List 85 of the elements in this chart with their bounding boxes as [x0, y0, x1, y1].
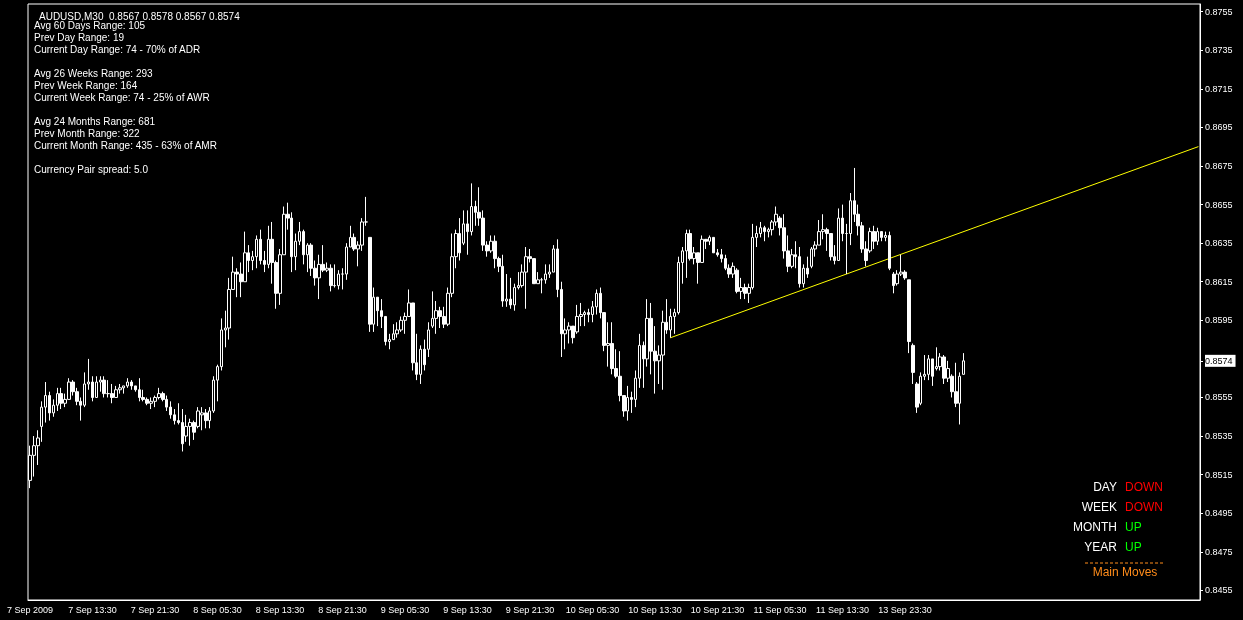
- x-tick-label: 7 Sep 21:30: [130, 604, 180, 615]
- y-tick-label: 0.8755: [1205, 6, 1233, 17]
- y-tick-label: 0.8455: [1205, 585, 1233, 596]
- candlestick: [763, 225, 766, 242]
- x-tick-label: 11 Sep 05:30: [753, 604, 807, 615]
- x-tick-label: 10 Sep 13:30: [628, 604, 682, 615]
- x-tick-label: 8 Sep 05:30: [193, 604, 242, 615]
- candlestick: [255, 234, 258, 269]
- candlestick: [626, 385, 629, 422]
- x-tick-label: 13 Sep 23:30: [878, 604, 932, 615]
- candlestick: [501, 254, 504, 308]
- annotation: Prev Day Range: 19: [34, 31, 125, 43]
- y-tick-label: 0.8555: [1205, 392, 1233, 403]
- text: Main Moves: [1092, 565, 1158, 579]
- candlestick: [333, 263, 336, 289]
- text: AUDUSD,M30 0.8567 0.8578 0.8567 0.8574: [39, 10, 241, 22]
- y-tick-label: 0.8615: [1205, 276, 1233, 287]
- candlestick: [876, 227, 879, 246]
- y-tick-label: 0.8655: [1205, 199, 1233, 210]
- candlestick: [188, 418, 192, 447]
- candlestick: [610, 321, 614, 375]
- y-tick-label: 0.8595: [1205, 315, 1233, 326]
- y-tick-label: 0.8574: [1205, 356, 1233, 367]
- annotation: Current Day Range: 74 - 70% of ADR: [34, 43, 201, 55]
- category-label: YEAR: [1084, 540, 1118, 554]
- category-label: MONTH: [1073, 520, 1117, 534]
- x-tick-label: 10 Sep 21:30: [690, 604, 745, 615]
- candlestick: [169, 400, 172, 420]
- candlestick: [509, 277, 512, 310]
- candlestick: [892, 271, 895, 294]
- candlestick: [911, 342, 915, 385]
- text: DOWN: [1125, 480, 1163, 494]
- text: UP: [1125, 520, 1142, 534]
- candlestick: [837, 207, 840, 262]
- candlestick: [204, 408, 208, 429]
- candlestick: [59, 387, 63, 410]
- y-tick-label: 0.8515: [1205, 469, 1233, 480]
- x-tick-label: 10 Sep 05:30: [565, 604, 620, 615]
- candlestick: [102, 375, 106, 398]
- candlestick: [942, 354, 946, 385]
- x-tick-label: 8 Sep 13:30: [255, 604, 305, 615]
- candlestick: [712, 236, 715, 254]
- x-tick-label: 9 Sep 21:30: [505, 604, 555, 615]
- candlestick: [130, 379, 133, 391]
- y-tick-label: 0.8495: [1205, 508, 1233, 519]
- y-tick-label: 0.8535: [1205, 431, 1233, 442]
- candlestick: [329, 263, 333, 292]
- category-label: WEEK: [1081, 500, 1117, 514]
- candlestick: [138, 377, 141, 402]
- x-tick-label: 7 Sep 13:30: [68, 604, 117, 615]
- annotation: Currency Pair spread: 5.0: [34, 163, 149, 175]
- candlestick: [880, 231, 883, 242]
- y-tick-label: 0.8675: [1205, 161, 1233, 172]
- annotation: Current Week Range: 74 - 25% of AWR: [34, 91, 210, 103]
- candlestick: [110, 383, 114, 404]
- y-tick-label: 0.8715: [1205, 83, 1233, 94]
- x-tick-label: 8 Sep 21:30: [318, 604, 367, 615]
- annotation: Avg 60 Days Range: 105: [34, 19, 146, 31]
- x-tick-label: 9 Sep 13:30: [443, 604, 492, 615]
- y-tick-label: 0.8635: [1205, 238, 1233, 249]
- candlestick: [95, 375, 98, 398]
- category-label: DAY: [1093, 480, 1117, 494]
- text: UP: [1125, 540, 1142, 554]
- annotation: Avg 24 Months Range: 681: [34, 115, 156, 127]
- x-tick-label: 7 Sep 2009: [6, 604, 53, 615]
- candlestick: [368, 236, 372, 333]
- x-tick-label: 11 Sep 13:30: [816, 604, 869, 615]
- candlestick: [907, 279, 911, 354]
- candlestick: [524, 246, 528, 310]
- annotation: Prev Week Range: 164: [34, 79, 138, 91]
- annotation: Current Month Range: 435 - 63% of AMR: [34, 139, 217, 151]
- annotation: Avg 26 Weeks Range: 293: [34, 67, 154, 79]
- text: DOWN: [1125, 500, 1163, 514]
- x-tick-label: 9 Sep 05:30: [380, 604, 430, 615]
- y-tick-label: 0.8695: [1205, 122, 1233, 133]
- candlestick: [962, 352, 965, 375]
- candlestick: [493, 234, 497, 269]
- candlestick: [200, 406, 204, 431]
- candlestick: [118, 383, 122, 395]
- y-tick-label: 0.8735: [1205, 45, 1233, 56]
- y-tick-label: 0.8475: [1205, 546, 1233, 557]
- annotation: Prev Month Range: 322: [34, 127, 141, 139]
- candlestick: [149, 396, 153, 410]
- candlestick: [888, 231, 891, 271]
- candlestick: [872, 225, 876, 250]
